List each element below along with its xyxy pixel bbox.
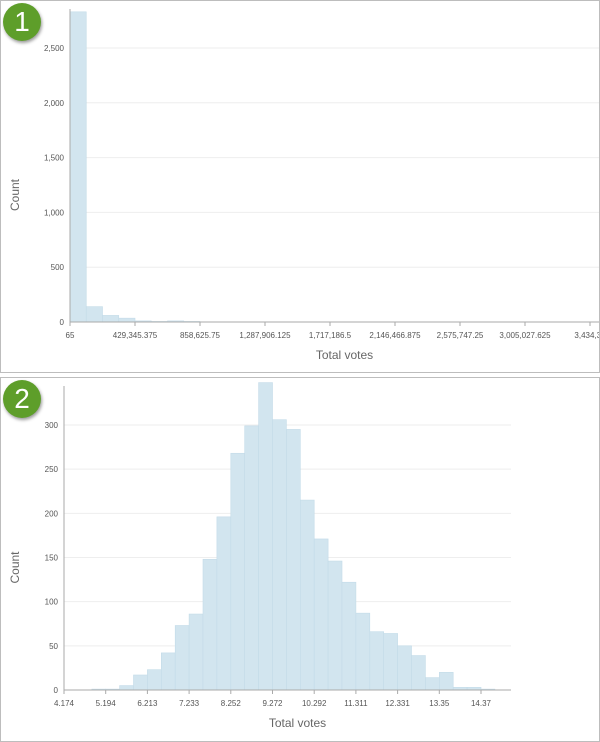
histogram-bar <box>188 613 204 691</box>
step-badge-1: 1 <box>3 3 41 41</box>
x-tick-label: 9.272 <box>262 699 283 708</box>
histogram-bar <box>202 558 218 691</box>
histogram-panel-1: 1 0 500 1,000 1,500 2,000 2,500 65 429,345.375 8… <box>0 0 600 373</box>
y-tick-label: 150 <box>45 554 59 563</box>
y-tick-label: 1,500 <box>44 154 65 163</box>
histogram-bar <box>216 516 232 691</box>
x-tick-label: 7.233 <box>179 699 200 708</box>
x-tick-label: 65 <box>66 331 75 340</box>
y-tick-label: 50 <box>49 642 58 651</box>
x-tick-label: 12.331 <box>385 699 410 708</box>
histogram-bar <box>369 631 384 691</box>
x-tick-label: 13.35 <box>429 699 450 708</box>
histogram-bar <box>299 499 315 691</box>
histogram-bar <box>383 633 398 691</box>
x-tick-label: 6.213 <box>137 699 158 708</box>
histogram-bar <box>102 315 120 323</box>
y-tick-label: 200 <box>45 509 59 518</box>
y-tick-label: 300 <box>45 421 59 430</box>
histogram-bar <box>313 538 329 691</box>
histogram-bar <box>161 652 176 691</box>
histogram-bar <box>272 419 287 691</box>
x-tick-label: 2,146,466.875 <box>369 331 421 340</box>
step-badge-2: 2 <box>3 380 41 418</box>
histogram-bar <box>69 11 87 323</box>
x-tick-label: 3,005,027.625 <box>499 331 551 340</box>
x-tick-label: 11.311 <box>344 699 368 708</box>
y-tick-label: 100 <box>45 598 59 607</box>
histogram-bar <box>258 382 273 691</box>
histogram-bar <box>174 625 190 691</box>
histogram-bar <box>411 655 426 691</box>
histogram-bar <box>286 429 301 691</box>
histogram-bar <box>397 645 412 691</box>
x-tick-label: 10.292 <box>302 699 327 708</box>
y-axis-title: Count <box>8 178 22 211</box>
y-tick-label: 0 <box>54 686 59 695</box>
histogram-panel-2: 2 0 50 100 150 200 250 300 4.174 5.194 6.213 7.233… <box>0 377 600 742</box>
y-tick-label: 500 <box>51 263 65 272</box>
x-tick-label: 1,717,186.5 <box>309 331 352 340</box>
y-tick-label: 1,000 <box>44 208 65 217</box>
x-axis-title: Total votes <box>316 348 373 362</box>
histogram-bar <box>230 452 246 691</box>
histogram-bar <box>425 677 440 691</box>
y-tick-label: 250 <box>45 465 59 474</box>
x-tick-label: 8.252 <box>221 699 242 708</box>
histogram-bar <box>244 425 259 691</box>
x-axis-title: Total votes <box>269 716 326 730</box>
histogram-bar <box>438 672 454 691</box>
histogram-bar <box>118 317 136 323</box>
histogram-bar <box>85 306 103 323</box>
histogram-bar <box>341 581 357 691</box>
x-tick-label: 14.37 <box>471 699 492 708</box>
y-axis-title: Count <box>8 551 22 584</box>
histogram-bar <box>355 612 371 691</box>
histogram-bar <box>147 669 162 691</box>
histogram-bar <box>327 560 343 691</box>
histogram-bar <box>133 674 148 691</box>
x-tick-label: 2,575,747.25 <box>437 331 484 340</box>
x-tick-label: 429,345.375 <box>113 331 158 340</box>
y-tick-label: 2,500 <box>44 44 65 53</box>
x-tick-label: 1,287,906.125 <box>239 331 291 340</box>
y-tick-label: 0 <box>60 318 65 327</box>
histogram-bar <box>119 685 134 691</box>
x-tick-label: 4.174 <box>54 699 75 708</box>
histogram-chart-1: 0 500 1,000 1,500 2,000 2,500 65 429,345.375 858… <box>8 9 599 362</box>
x-tick-label: 858,625.75 <box>180 331 221 340</box>
histogram-chart-2: 0 50 100 150 200 250 300 4.174 5.194 6.213 7.233 8.… <box>8 382 511 730</box>
y-tick-label: 2,000 <box>44 99 65 108</box>
x-tick-label: 3,434,30 <box>574 331 599 340</box>
x-tick-label: 5.194 <box>96 699 117 708</box>
